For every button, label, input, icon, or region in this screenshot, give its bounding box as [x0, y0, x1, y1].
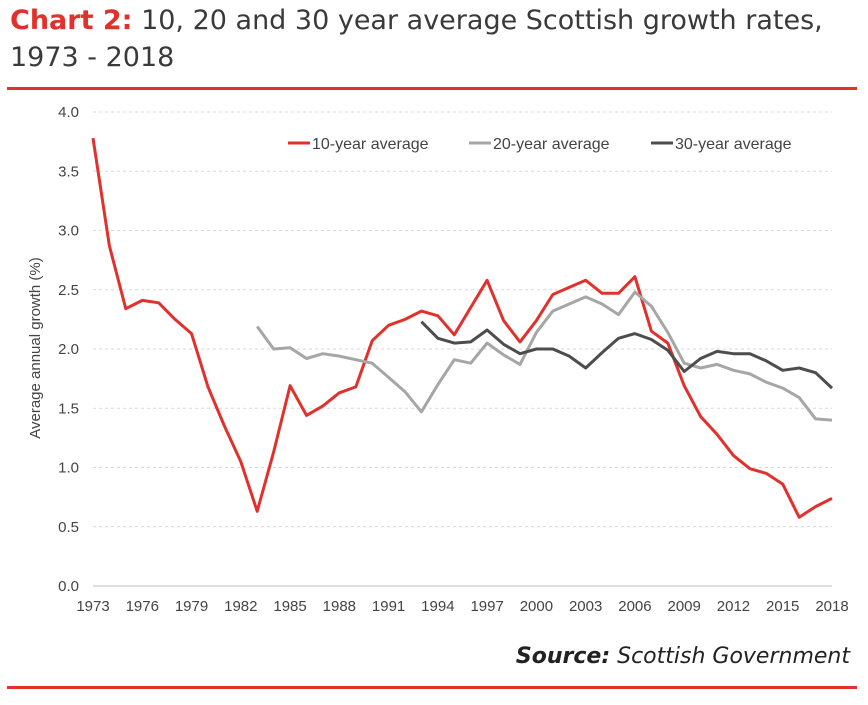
x-tick-label: 1988 [323, 598, 356, 615]
legend-label: 30-year average [675, 136, 792, 153]
x-tick-label: 2003 [569, 598, 602, 615]
bottom-divider [7, 686, 857, 689]
legend-label: 20-year average [493, 136, 610, 153]
source-note: Source: Scottish Government [516, 644, 850, 669]
y-tick-label: 2.0 [58, 341, 79, 358]
legend-item: 30-year average [651, 136, 792, 153]
x-tick-label: 1979 [175, 598, 208, 615]
x-tick-label: 2009 [668, 598, 701, 615]
y-tick-label: 3.0 [58, 223, 79, 240]
legend-item: 20-year average [469, 136, 610, 153]
y-tick-label: 1.0 [58, 460, 79, 477]
x-tick-label: 2012 [717, 598, 750, 615]
top-divider [7, 87, 857, 90]
x-tick-label: 1985 [273, 598, 306, 615]
series-lines [91, 137, 834, 519]
x-tick-label: 2015 [766, 598, 799, 615]
x-tick-label: 2018 [815, 598, 848, 615]
series-line-2 [255, 290, 833, 422]
x-tick-label: 1997 [470, 598, 503, 615]
legend: 10-year average 20-year average 30-year av… [288, 136, 792, 153]
axes: 0.0 0.5 1.0 1.5 2.0 2.5 3.0 3.5 4.0 1973 1976 1979 1… [58, 104, 849, 615]
chart-title: Chart 2: 10, 20 and 30 year average Scot… [10, 2, 850, 76]
x-tick-label: 1982 [224, 598, 257, 615]
legend-item: 10-year average [288, 136, 429, 153]
legend-label: 10-year average [312, 136, 429, 153]
x-tick-label: 1976 [126, 598, 159, 615]
y-tick-label: 0.5 [58, 519, 79, 536]
source-text: Scottish Government [617, 644, 850, 669]
chart-title-text: 10, 20 and 30 year average Scottish grow… [10, 5, 823, 73]
line-chart: 0.0 0.5 1.0 1.5 2.0 2.5 3.0 3.5 4.0 1973 1976 1979 1… [27, 104, 849, 615]
y-tick-label: 0.0 [58, 578, 79, 595]
series-line-3 [420, 320, 834, 390]
x-tick-label: 2006 [618, 598, 651, 615]
source-label: Source: [515, 644, 611, 669]
y-tick-label: 4.0 [58, 104, 79, 121]
y-tick-label: 1.5 [58, 400, 79, 417]
y-tick-label: 2.5 [58, 282, 79, 299]
y-axis-label: Average annual growth (%) [27, 257, 44, 439]
y-tick-label: 3.5 [58, 163, 79, 180]
x-tick-label: 1991 [372, 598, 405, 615]
series-line-1 [91, 137, 833, 519]
x-tick-label: 1994 [421, 598, 454, 615]
chart-number: Chart 2: [10, 5, 133, 36]
x-tick-label: 1973 [76, 598, 109, 615]
x-tick-label: 2000 [520, 598, 553, 615]
